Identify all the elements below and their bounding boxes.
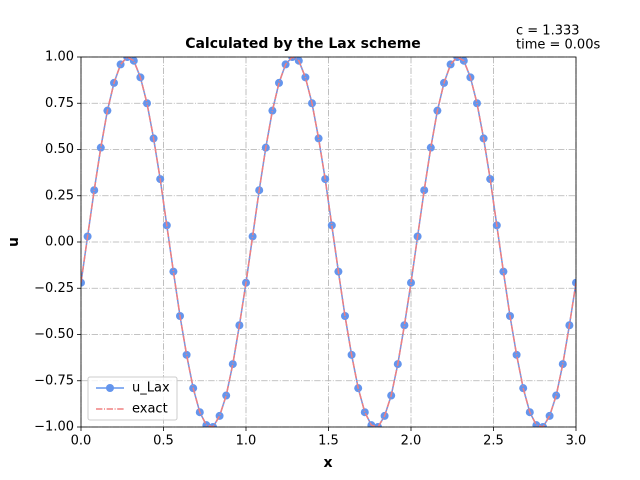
series-line xyxy=(81,57,576,427)
x-tick-label: 1.0 xyxy=(236,434,257,449)
marker xyxy=(545,411,554,420)
marker xyxy=(228,360,237,369)
y-axis-label: u xyxy=(6,237,22,247)
marker xyxy=(407,278,415,287)
marker xyxy=(314,134,323,143)
y-tick-label: −0.75 xyxy=(34,373,74,388)
marker xyxy=(558,360,567,369)
marker xyxy=(222,391,231,400)
x-tick-label: 3.0 xyxy=(566,434,587,449)
y-tick-label: −0.25 xyxy=(34,281,74,296)
y-tick-label: 0.50 xyxy=(45,142,74,157)
marker xyxy=(96,143,105,152)
marker xyxy=(552,391,561,400)
chart-title: Calculated by the Lax scheme xyxy=(185,36,421,52)
legend-label: u_Lax xyxy=(132,381,170,396)
y-tick-label: 1.00 xyxy=(45,50,74,65)
x-tick-label: 0.0 xyxy=(71,434,92,449)
marker xyxy=(499,267,508,276)
marker xyxy=(182,350,191,359)
marker xyxy=(248,232,257,241)
x-tick-label: 2.0 xyxy=(401,434,422,449)
x-tick-label: 0.5 xyxy=(153,434,174,449)
axes: 0.0 0.5 1.0 1.5 2.0 2.5 3.0 −1.00 −0.75 −0.50 −0.2… xyxy=(34,50,586,449)
plot-frame xyxy=(80,56,577,428)
annotation: c = 1.333 xyxy=(516,24,580,39)
legend-marker xyxy=(106,384,114,392)
y-tick-label: −1.00 xyxy=(34,420,74,435)
marker xyxy=(360,408,369,417)
marker xyxy=(268,106,277,115)
plot-area xyxy=(81,57,576,427)
annotation: time = 0.00s xyxy=(516,38,600,53)
marker xyxy=(169,267,178,276)
y-tick-label: 0.25 xyxy=(45,188,74,203)
x-tick-label: 1.5 xyxy=(318,434,339,449)
marker xyxy=(215,411,224,420)
y-tick-label: 0.00 xyxy=(45,235,74,250)
marker xyxy=(327,221,336,230)
y-tick-label: 0.75 xyxy=(45,96,74,111)
marker xyxy=(400,321,409,330)
legend-label: exact xyxy=(132,402,168,417)
x-axis-label: x xyxy=(323,455,332,471)
marker xyxy=(341,312,349,320)
y-tick-label: −0.50 xyxy=(34,327,74,342)
x-tick-label: 2.5 xyxy=(483,434,504,449)
marker xyxy=(129,57,138,65)
